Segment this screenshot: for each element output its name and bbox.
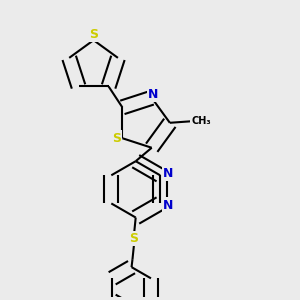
Text: N: N — [163, 167, 173, 180]
Text: S: S — [112, 132, 121, 145]
Text: S: S — [130, 232, 139, 245]
Text: N: N — [148, 88, 158, 101]
Text: S: S — [89, 28, 98, 41]
Text: N: N — [163, 199, 173, 212]
Text: CH₃: CH₃ — [191, 116, 211, 126]
